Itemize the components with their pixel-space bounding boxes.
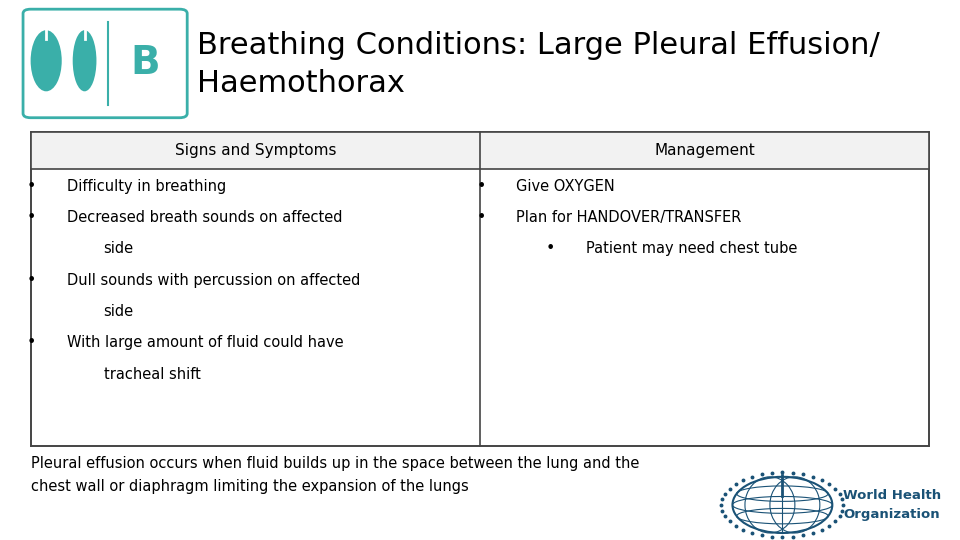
Text: Plan for HANDOVER/TRANSFER: Plan for HANDOVER/TRANSFER [516,210,742,225]
Text: Dull sounds with percussion on affected: Dull sounds with percussion on affected [67,273,361,288]
Text: B: B [131,44,160,83]
Text: side: side [104,241,133,256]
Text: Patient may need chest tube: Patient may need chest tube [586,241,797,256]
Text: Give OXYGEN: Give OXYGEN [516,179,615,194]
FancyBboxPatch shape [23,9,187,118]
Text: •: • [27,335,36,350]
Text: Pleural effusion occurs when fluid builds up in the space between the lung and t: Pleural effusion occurs when fluid build… [31,456,639,471]
Bar [31,132,929,446]
Text: chest wall or diaphragm limiting the expansion of the lungs: chest wall or diaphragm limiting the exp… [31,479,468,494]
Text: •: • [27,210,36,225]
Text: With large amount of fluid could have: With large amount of fluid could have [67,335,344,350]
Ellipse shape [73,30,96,91]
Text: Breathing Conditions: Large Pleural Effusion/: Breathing Conditions: Large Pleural Effu… [197,31,879,60]
Text: •: • [476,179,486,194]
Text: Decreased breath sounds on affected: Decreased breath sounds on affected [67,210,343,225]
Text: •: • [476,210,486,225]
Text: Signs and Symptoms: Signs and Symptoms [175,143,336,158]
Text: Management: Management [655,143,755,158]
Text: •: • [27,273,36,288]
Text: World Health: World Health [843,489,942,502]
Text: •: • [545,241,555,256]
Text: Difficulty in breathing: Difficulty in breathing [67,179,227,194]
Text: Organization: Organization [843,508,940,521]
Ellipse shape [31,30,61,91]
Text: Haemothorax: Haemothorax [197,69,405,98]
Text: side: side [104,304,133,319]
Text: tracheal shift: tracheal shift [104,367,201,382]
Text: •: • [27,179,36,194]
Bar [31,132,929,169]
